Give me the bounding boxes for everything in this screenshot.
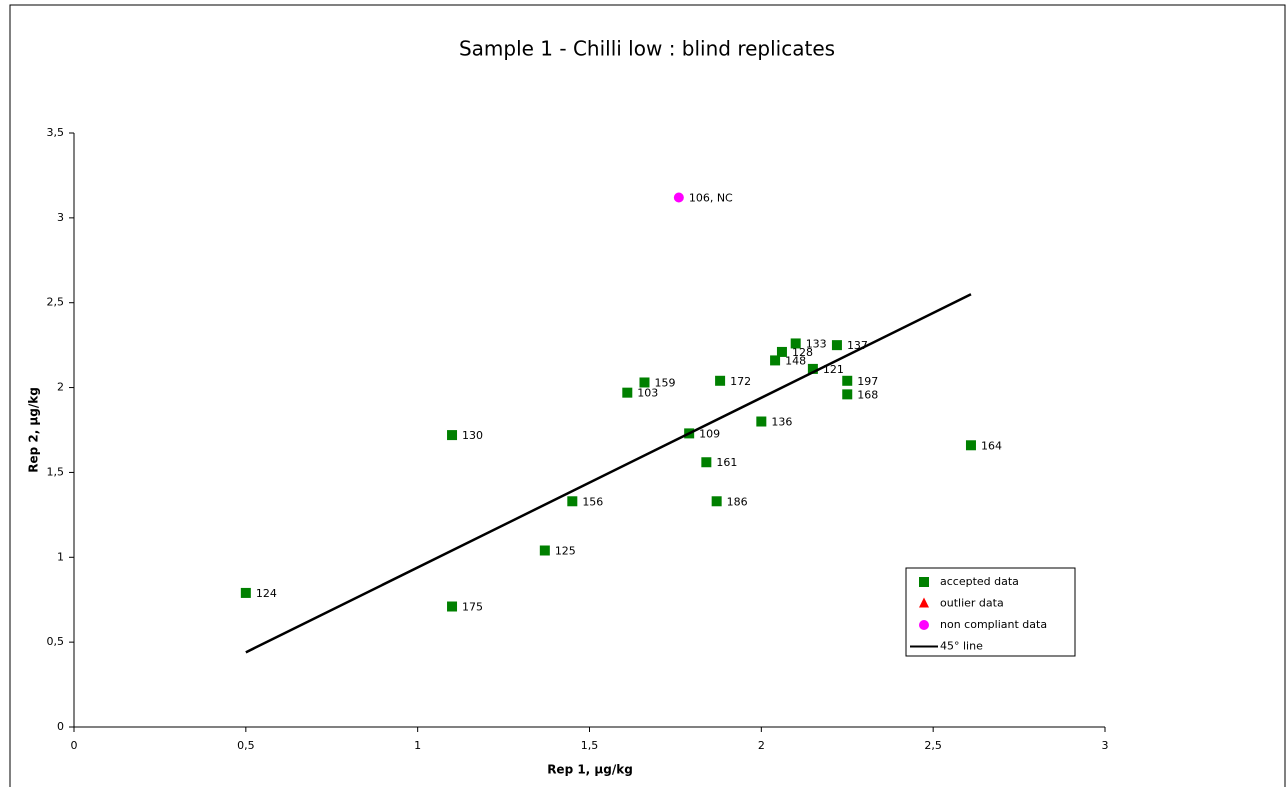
point-label: 186 — [727, 495, 748, 508]
y-tick-label: 2,5 — [47, 296, 65, 309]
point — [831, 340, 842, 351]
y-tick-label: 2 — [57, 381, 64, 394]
point — [770, 355, 781, 366]
point — [701, 457, 712, 468]
point — [711, 496, 722, 507]
legend-box — [905, 567, 1076, 657]
legend-label: outlier data — [940, 597, 1004, 610]
point — [842, 375, 853, 386]
point — [639, 377, 650, 388]
chart-title: Sample 1 - Chilli low : blind replicates — [459, 37, 835, 61]
point — [567, 496, 578, 507]
line-45 — [245, 293, 972, 654]
point-label: 109 — [699, 427, 720, 440]
x-tick-label: 2,5 — [924, 739, 942, 752]
x-tick-label: 0 — [71, 739, 78, 752]
point-label: 172 — [730, 375, 751, 388]
legend-marker — [919, 620, 929, 630]
point — [965, 440, 976, 451]
point-label: 106, NC — [689, 191, 733, 204]
x-tick-label: 1 — [414, 739, 421, 752]
y-tick-label: 3,5 — [47, 126, 65, 139]
x-tick-label: 3 — [1102, 739, 1109, 752]
point-label: 156 — [582, 495, 603, 508]
point — [539, 545, 550, 556]
point-label: 136 — [771, 416, 792, 429]
point — [715, 375, 726, 386]
point-label: 168 — [857, 388, 878, 401]
point-label: 164 — [981, 439, 1002, 452]
point — [447, 430, 458, 441]
y-tick-label: 0,5 — [47, 635, 65, 648]
y-tick-label: 0 — [57, 720, 64, 733]
legend-marker — [919, 577, 929, 587]
x-tick-label: 2 — [758, 739, 765, 752]
x-tick-label: 1,5 — [581, 739, 599, 752]
legend-label: accepted data — [940, 575, 1019, 588]
point-label: 124 — [256, 587, 277, 600]
y-tick-label: 1,5 — [47, 465, 65, 478]
point — [673, 192, 684, 203]
point — [790, 338, 801, 349]
point-label: 133 — [806, 337, 827, 350]
point — [447, 601, 458, 612]
point-label: 159 — [654, 376, 675, 389]
y-tick-label: 1 — [57, 550, 64, 563]
point — [622, 387, 633, 398]
point-label: 103 — [637, 387, 658, 400]
point-label: 128 — [792, 346, 813, 359]
point-label: 197 — [857, 375, 878, 388]
y-axis-title: Rep 2, µg/kg — [27, 387, 41, 473]
point — [240, 587, 251, 598]
legend-label: 45° line — [940, 640, 983, 653]
point-label: 130 — [462, 429, 483, 442]
point-label: 148 — [785, 354, 806, 367]
point — [756, 416, 767, 427]
legend-marker — [919, 597, 929, 608]
chart-border — [9, 4, 1286, 787]
point — [842, 389, 853, 400]
legend-label: non compliant data — [940, 618, 1047, 631]
x-axis-title: Rep 1, µg/kg — [547, 763, 633, 777]
x-tick-label: 0,5 — [237, 739, 255, 752]
point-label: 161 — [716, 456, 737, 469]
point-label: 175 — [462, 601, 483, 614]
point — [807, 363, 818, 374]
y-tick-label: 3 — [57, 211, 64, 224]
point-label: 125 — [555, 544, 576, 557]
point — [776, 346, 787, 357]
